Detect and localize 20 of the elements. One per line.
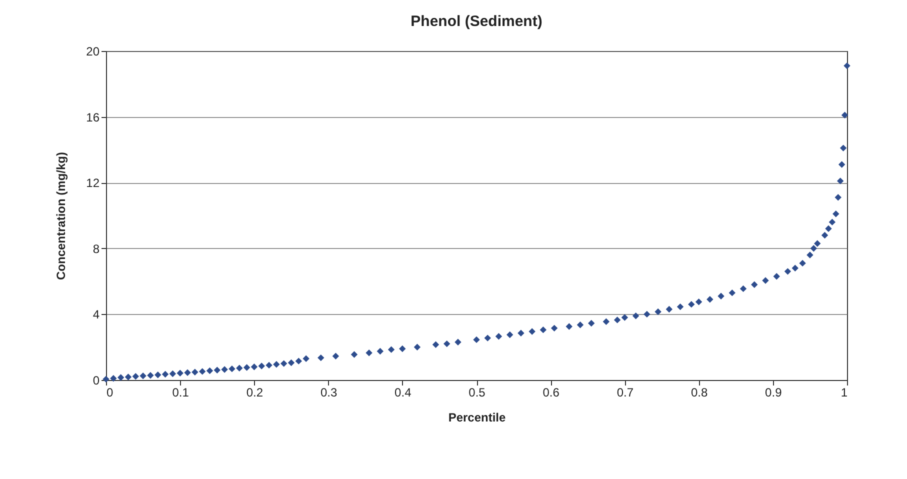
chart-title: Phenol (Sediment): [410, 13, 542, 30]
x-tick-label: 1: [840, 386, 848, 400]
y-tick-label: 16: [86, 110, 100, 124]
y-tick-label: 12: [86, 176, 100, 190]
x-tick-label: 0.4: [394, 386, 412, 400]
x-tick-label: 0.1: [172, 386, 190, 400]
y-axis-title: Concentration (mg/kg): [54, 152, 68, 280]
y-tick-label: 0: [92, 374, 100, 388]
x-tick-label: 0.8: [690, 386, 708, 400]
x-tick-label: 0.6: [542, 386, 560, 400]
x-tick-label: 0.3: [320, 386, 338, 400]
x-tick-label: 0.7: [616, 386, 634, 400]
y-tick-label: 20: [86, 44, 100, 58]
x-axis-title: Percentile: [448, 410, 506, 424]
x-tick-label: 0.5: [468, 386, 486, 400]
x-tick-label: 0: [106, 386, 114, 400]
y-tick-label: 8: [92, 242, 100, 256]
x-tick-label: 0.9: [765, 386, 782, 400]
y-tick-label: 4: [92, 308, 100, 322]
x-tick-label: 0.2: [246, 386, 264, 400]
